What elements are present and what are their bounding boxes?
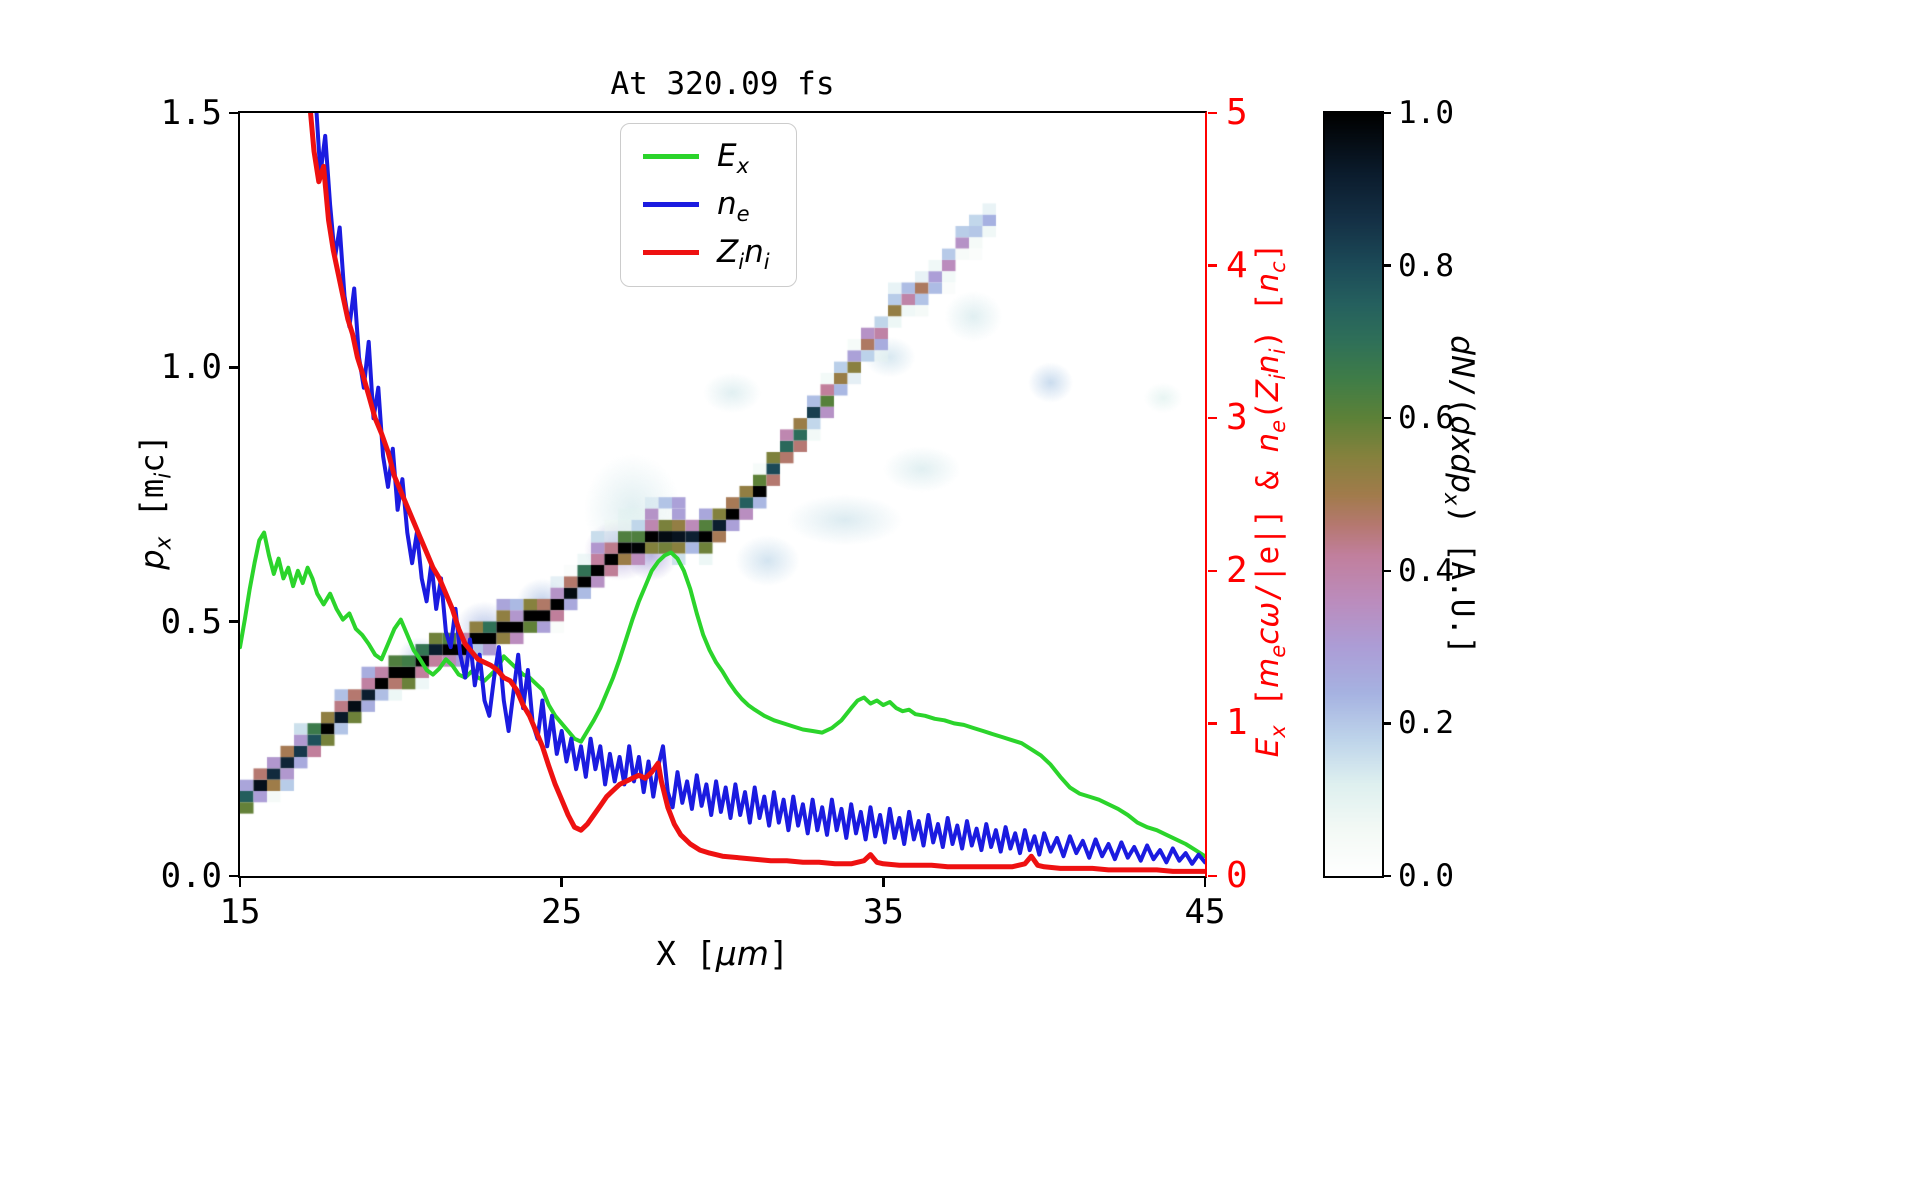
series-lines — [240, 113, 1205, 874]
legend-item-zini: Zini — [643, 234, 770, 275]
legend: Ex ne Zini — [620, 123, 797, 287]
y-right-tick-mark — [1208, 264, 1217, 267]
x-tick-mark — [238, 878, 242, 887]
y-right-tick-mark — [1208, 111, 1217, 115]
x-tick-mark — [882, 878, 885, 887]
y-right-tick-label: 0 — [1226, 855, 1248, 896]
y-right-tick-mark — [1208, 874, 1217, 878]
y-right-tick-mark — [1208, 722, 1217, 725]
colorbar-tick-mark — [1383, 722, 1391, 725]
line-zini — [308, 113, 1205, 874]
plot-area: Ex ne Zini — [238, 111, 1207, 878]
line-ex — [240, 530, 1205, 859]
colorbar-tick-label: 0.0 — [1398, 858, 1454, 894]
colorbar-tick-mark — [1383, 111, 1391, 115]
legend-item-ex: Ex — [643, 138, 770, 179]
colorbar-tick-mark — [1383, 874, 1391, 878]
legend-line-zini — [643, 249, 699, 255]
colorbar-frame — [1323, 111, 1384, 878]
x-tick-mark — [560, 878, 563, 887]
y-right-tick-mark — [1208, 416, 1217, 420]
x-axis-label: X [μm] — [656, 934, 789, 973]
legend-label-ex: Ex — [717, 138, 750, 179]
x-tick-label: 35 — [862, 892, 904, 932]
legend-item-ne: ne — [643, 186, 770, 227]
y-left-tick-mark — [229, 874, 238, 878]
y-right-tick-label: 1 — [1226, 702, 1248, 744]
colorbar-label: dN/(dxdpx) [A.U.] — [1439, 335, 1480, 655]
y-right-tick-mark — [1208, 569, 1217, 573]
x-tick-label: 15 — [219, 892, 261, 932]
y-right-axis-label: Ex [mecω/|e|] & ne(Zini) [nc] — [1250, 242, 1291, 758]
colorbar-tick-mark — [1383, 264, 1391, 267]
y-left-axis-label: px [mic] — [133, 434, 177, 570]
y-left-tick-mark — [229, 111, 238, 115]
y-right-tick-label: 2 — [1226, 549, 1248, 591]
y-right-tick-label: 3 — [1226, 397, 1248, 439]
y-right-tick-label: 5 — [1226, 92, 1248, 133]
legend-label-zini: Zini — [717, 234, 770, 275]
colorbar-tick-label: 1.0 — [1398, 95, 1454, 131]
legend-line-ne — [643, 201, 699, 207]
colorbar-tick-label: 0.2 — [1398, 705, 1454, 742]
x-tick-label: 45 — [1184, 892, 1226, 932]
y-left-tick-label: 0.5 — [160, 601, 222, 642]
colorbar-tick-label: 0.6 — [1398, 400, 1454, 437]
y-left-tick-mark — [229, 620, 238, 623]
y-left-tick-label: 0.0 — [160, 856, 222, 896]
colorbar-tick-label: 0.8 — [1398, 247, 1454, 284]
plot-title: At 320.09 fs — [610, 66, 835, 102]
y-left-tick-label: 1.5 — [160, 93, 222, 133]
colorbar-tick-label: 0.4 — [1398, 552, 1454, 589]
colorbar-tick-mark — [1383, 569, 1391, 573]
colorbar-tick-mark — [1383, 416, 1391, 420]
legend-line-ex — [643, 153, 699, 159]
y-left-tick-mark — [229, 366, 238, 369]
y-right-tick-label: 4 — [1226, 244, 1248, 286]
x-tick-mark — [1203, 878, 1207, 887]
colorbar-gradient — [1325, 113, 1382, 876]
y-left-tick-label: 1.0 — [160, 347, 222, 388]
x-tick-label: 25 — [541, 892, 583, 932]
legend-label-ne: ne — [717, 186, 750, 227]
